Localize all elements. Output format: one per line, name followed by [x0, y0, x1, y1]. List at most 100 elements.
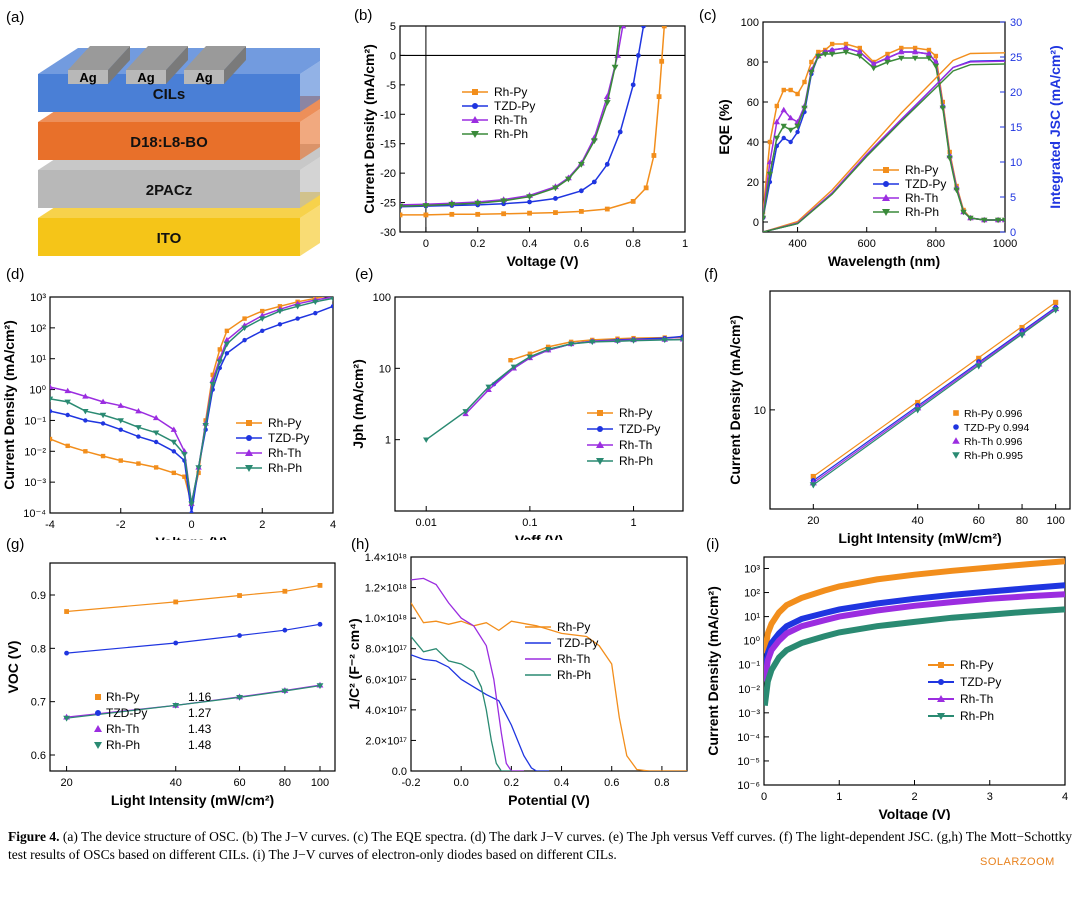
- x-axis-label: Veff (V): [515, 532, 563, 540]
- plot-area: [400, 26, 685, 232]
- fit-line: [812, 306, 1056, 482]
- data-point: [911, 48, 919, 55]
- data-point: [544, 347, 552, 353]
- data-point: [808, 69, 815, 76]
- data-point: [526, 194, 533, 201]
- legend-label: TZD-Py: [494, 99, 535, 113]
- data-point: [331, 292, 335, 296]
- data-point: [553, 210, 558, 215]
- y-tick-label: 6.0×10¹⁷: [365, 674, 407, 686]
- y-tick-label: 10⁻²: [738, 684, 760, 696]
- legend-marker: [938, 662, 944, 668]
- series-line: [50, 305, 333, 513]
- x-tick-label: 0.0: [454, 777, 469, 789]
- panel-label: (e): [355, 266, 373, 283]
- legend-label: Rh-Th: [494, 113, 527, 127]
- data-point: [500, 198, 508, 205]
- legend-marker: [938, 679, 944, 685]
- data-point: [828, 51, 836, 58]
- data-point: [295, 316, 300, 321]
- electrode-label: Ag: [195, 70, 212, 85]
- data-point: [50, 396, 54, 403]
- legend-marker: [246, 420, 252, 426]
- integrated-jsc-line: [763, 63, 1005, 232]
- data-point: [843, 41, 849, 47]
- data-point: [171, 470, 177, 476]
- y-axis-label: Current Density (mA/cm²): [727, 315, 743, 485]
- layer-label: ITO: [157, 230, 182, 247]
- panel-g: (g) 20 40 60 80 100 0.6 0.7 0.8 0.9 Light Intensit…: [0, 535, 345, 820]
- series-rh-py: [810, 299, 1059, 480]
- x-tick-label: 0.6: [574, 238, 589, 250]
- data-point: [994, 217, 1002, 224]
- series-line: [411, 654, 549, 771]
- x-tick-label: 40: [170, 777, 182, 789]
- legend-label: Rh-Ph: [106, 738, 140, 752]
- data-point: [188, 501, 195, 507]
- legend-marker: [952, 452, 960, 459]
- data-point: [527, 351, 533, 356]
- data-point: [773, 118, 781, 125]
- data-point: [801, 105, 808, 112]
- series-rh-ph: [50, 297, 333, 507]
- integrated-jsc-line: [763, 59, 1005, 232]
- series-line: [411, 636, 512, 771]
- data-point: [781, 87, 786, 93]
- electrode-label: Ag: [137, 70, 154, 85]
- legend-label: TZD-Py: [960, 675, 1001, 689]
- data-point: [661, 26, 667, 29]
- data-point: [1001, 217, 1005, 224]
- y2-tick-label: 5: [1010, 192, 1016, 204]
- series-line: [493, 335, 683, 385]
- data-point: [202, 423, 209, 429]
- data-point: [316, 683, 324, 690]
- data-point: [912, 45, 918, 51]
- panel-h: (h) -0.2 0.0 0.2 0.4 0.6 0.8 0.0 2.0×10¹⁷ 4.0×10¹…: [345, 535, 700, 820]
- series-line: [425, 338, 683, 441]
- data-point: [475, 211, 481, 217]
- legend-label: Rh-Py: [494, 85, 527, 99]
- y-tick-label: 10⁻⁵: [737, 756, 760, 768]
- data-point: [260, 308, 265, 314]
- x-tick-label: 0.8: [626, 238, 641, 250]
- data-point: [815, 53, 822, 60]
- x-tick-label: 0: [423, 238, 429, 250]
- series-line: [66, 623, 321, 654]
- legend-value: 1.27: [188, 706, 212, 720]
- x-axis-label: Potential (V): [508, 792, 590, 808]
- fit-line: [812, 309, 1057, 486]
- data-point: [565, 176, 572, 183]
- data-point: [236, 695, 243, 701]
- data-point: [224, 328, 230, 334]
- x-tick-label: 0.01: [415, 517, 436, 529]
- y-tick-label: 100: [373, 292, 391, 304]
- data-point: [527, 199, 532, 205]
- series-tzd-py: [763, 45, 1005, 223]
- data-point: [810, 473, 816, 480]
- data-point: [925, 50, 933, 57]
- data-point: [787, 127, 794, 134]
- chart-e: (e) 0.01 0.1 1 1 10 100 Veff (V) Jph (mA/cm²) Rh-…: [350, 266, 684, 540]
- panel-d: (d) -4 -2 0 2 4 10⁻⁴ 10⁻³ 10⁻² 10⁻¹ 10⁰ 10¹ 10² 10³ Vo…: [0, 265, 345, 540]
- panel-label: (c): [699, 7, 717, 24]
- y-tick-label: 10²: [744, 588, 760, 600]
- data-point: [259, 316, 266, 322]
- series-rh-py: [64, 583, 323, 614]
- data-point: [591, 179, 597, 185]
- data-point: [898, 48, 905, 55]
- watermark: SOLARZOOM: [980, 856, 1055, 868]
- series-line: [763, 47, 1005, 221]
- y-tick-label: 1.4×10¹⁸: [365, 552, 407, 564]
- y-tick-label: 10⁰: [743, 636, 760, 648]
- legend-marker: [882, 194, 890, 201]
- y-tick-label: 4.0×10¹⁷: [365, 705, 407, 717]
- data-point: [448, 201, 456, 208]
- data-point: [223, 341, 231, 348]
- data-point: [914, 407, 922, 414]
- data-point: [960, 209, 967, 216]
- data-point: [773, 135, 781, 142]
- data-point: [317, 621, 323, 627]
- data-point: [926, 47, 932, 53]
- data-point: [64, 650, 69, 656]
